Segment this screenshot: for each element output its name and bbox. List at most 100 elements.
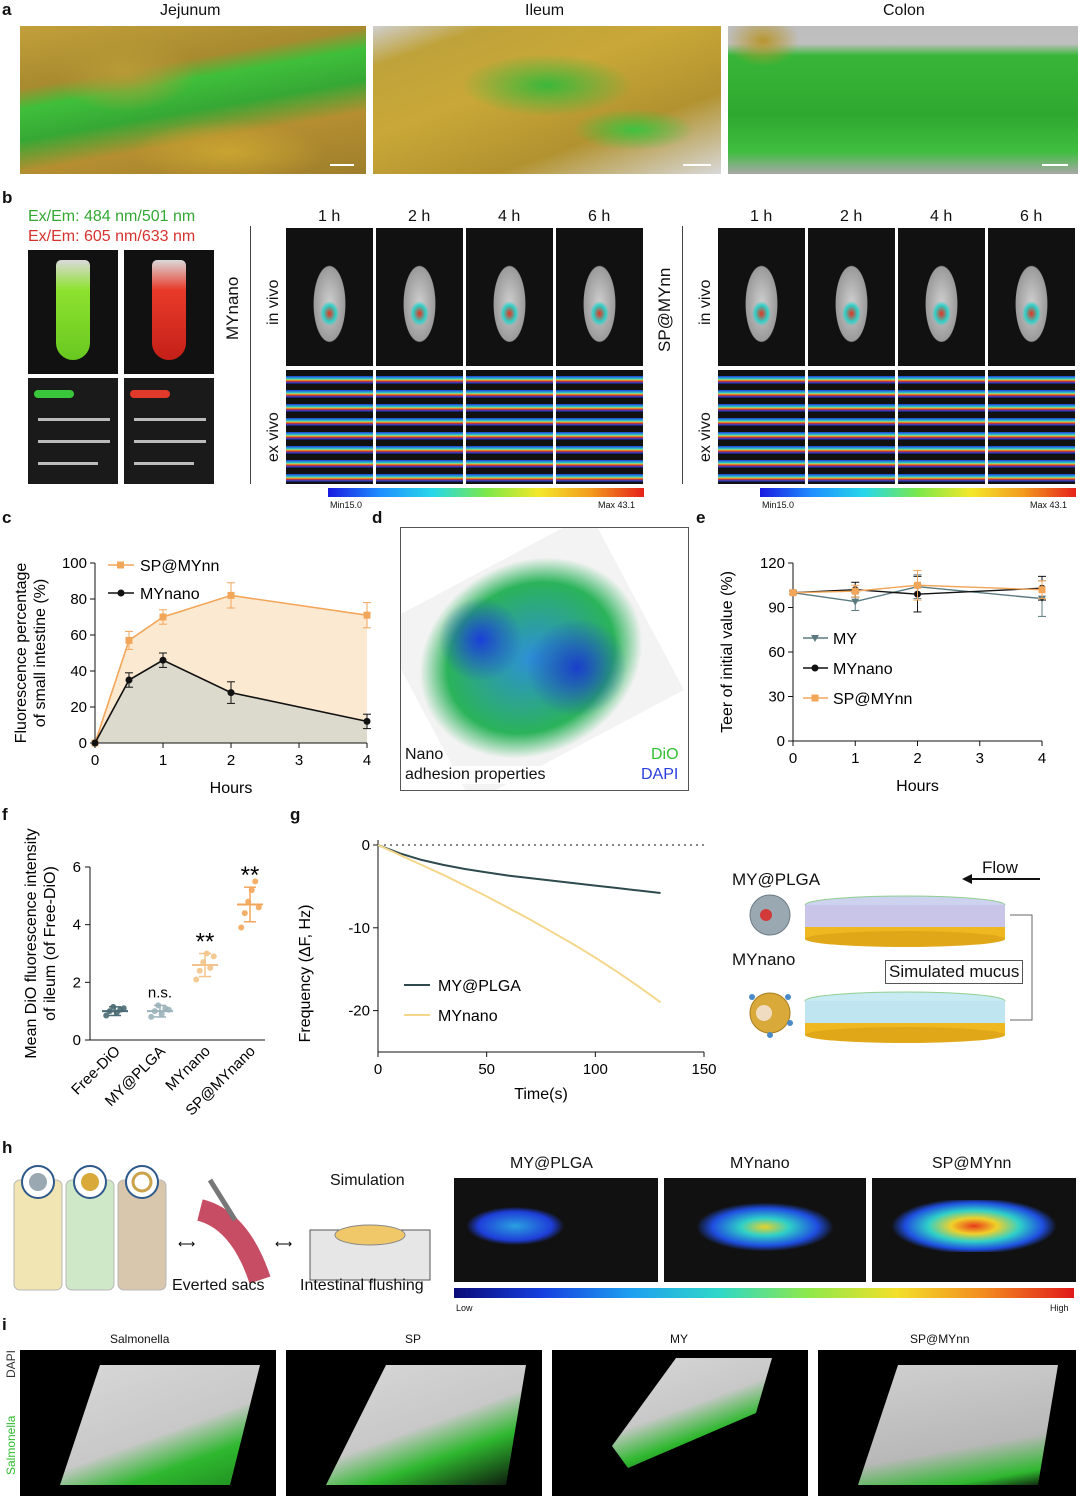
fluorescence-scale-bar <box>760 488 1076 497</box>
y-tick-label: -10 <box>348 920 370 937</box>
caption-adhesion: adhesion properties <box>405 766 546 784</box>
confocal-image-box: Nano adhesion properties DiO DAPI <box>400 527 689 791</box>
y-axis-label: Frequency (ΔF, Hz) <box>297 905 314 1043</box>
intensity-scale-bar <box>454 1288 1074 1298</box>
flush-image-mynano <box>664 1178 866 1282</box>
x-tick-label: 2 <box>227 752 235 769</box>
data-point <box>196 967 203 974</box>
y-axis-label: Teer of initial value (%) <box>719 571 736 733</box>
y-tick-label: 20 <box>70 699 87 716</box>
time-label: 6 h <box>1020 208 1043 225</box>
legend-label: MYnano <box>833 661 893 678</box>
significance-label: ** <box>196 929 215 956</box>
flow-arrow <box>962 874 1040 884</box>
in-vivo-mouse-image <box>718 228 805 366</box>
scale-min: Min15.0 <box>330 500 363 510</box>
i-group-my: MY <box>670 1332 688 1346</box>
legend-label: SP@MYnn <box>140 558 219 575</box>
row-label-ex-vivo-1: ex vivo <box>265 412 282 462</box>
data-point <box>789 589 797 597</box>
series-line-MY@PLGA <box>377 844 661 895</box>
legend-marker <box>811 664 819 672</box>
title-jejunum: Jejunum <box>160 2 221 19</box>
h-group-mynano: MYnano <box>730 1155 790 1172</box>
mucus-schematic <box>749 894 1033 1043</box>
scale-bar <box>1042 164 1068 166</box>
series-line-MYnano <box>792 587 1043 595</box>
in-vivo-mouse-image <box>376 228 463 366</box>
x-tick-label: 150 <box>691 1061 716 1078</box>
panel-label-g: g <box>290 805 301 824</box>
h-group-myplga: MY@PLGA <box>510 1155 593 1172</box>
y-tick-label: 0 <box>362 837 370 854</box>
x-tick-label: 3 <box>295 752 303 769</box>
x-axis-label: Hours <box>210 780 253 797</box>
i-ylabel-salmonella: Salmonella <box>4 1415 18 1475</box>
data-point <box>851 587 859 595</box>
fluorescence-scale-bar <box>328 488 644 497</box>
i-group-sp: SP <box>405 1332 422 1346</box>
step-intestinal-flushing: Intestinal flushing <box>300 1277 424 1294</box>
chart-f: 0 2 4 6 Mean DiO fluorescence intensity of il… <box>23 828 265 1119</box>
flush-image-spmynn <box>872 1178 1076 1282</box>
time-label: 1 h <box>750 208 773 225</box>
h-group-spmynn: SP@MYnn <box>932 1155 1012 1172</box>
flow-label: Flow <box>982 858 1018 877</box>
data-point <box>148 1013 155 1020</box>
x-tick-label: 2 <box>913 750 921 767</box>
scale-high: High <box>1050 1303 1069 1313</box>
y-tick-label: 80 <box>70 591 87 608</box>
ex-em-red: Ex/Em: 605 nm/633 nm <box>28 228 196 245</box>
x-axis-label: Time(s) <box>514 1086 568 1103</box>
3d-image-sp <box>286 1350 542 1496</box>
y-tick-label: 60 <box>768 644 785 661</box>
caption-nano: Nano <box>405 746 444 764</box>
ex-vivo-gut-image <box>286 370 373 484</box>
x-tick-label: 1 <box>159 752 167 769</box>
in-vivo-mouse-image <box>466 228 553 366</box>
legend-label: SP@MYnn <box>833 691 912 708</box>
time-label: 4 h <box>498 208 521 225</box>
y-tick-label: 90 <box>768 600 785 617</box>
chart-g: 0 50 100 150 0 -10 -20 Time(s) Frequency (ΔF, Hz… <box>297 837 717 1103</box>
in-vivo-mouse-image <box>988 228 1075 366</box>
data-point <box>103 1012 110 1019</box>
legend-label: MY@PLGA <box>438 978 521 995</box>
x-tick-label: 0 <box>789 750 797 767</box>
data-point <box>125 676 133 684</box>
x-tick-label: 4 <box>363 752 371 769</box>
ex-vivo-gut-image <box>718 370 805 484</box>
data-point <box>851 598 860 606</box>
bracket-line <box>250 226 251 484</box>
ex-vivo-gut-image <box>556 370 643 484</box>
series-line-MYnano <box>377 844 662 1004</box>
scale-bar <box>683 164 711 166</box>
gut-red-image <box>124 378 214 484</box>
panel-label-a: a <box>2 0 12 19</box>
y-tick-label: 4 <box>73 917 81 934</box>
x-tick-label: 100 <box>583 1061 608 1078</box>
x-tick-label: 0 <box>91 752 99 769</box>
y-tick-label: 120 <box>760 555 785 572</box>
y-tick-label: 6 <box>73 859 81 876</box>
y-tick-label: 100 <box>62 555 87 572</box>
in-vivo-mouse-image <box>898 228 985 366</box>
i-group-spmynn: SP@MYnn <box>910 1332 970 1346</box>
sem-image-jejunum <box>20 26 366 174</box>
y-axis-label: Mean DiO fluorescence intensity of ileum … <box>23 828 59 1058</box>
ex-vivo-gut-image <box>988 370 1075 484</box>
panel-label-h: h <box>2 1138 13 1157</box>
row-label-ex-vivo-2: ex vivo <box>697 412 714 462</box>
data-point <box>159 656 167 664</box>
scale-low: Low <box>456 1303 473 1313</box>
workflow-schematic: ⟷ ⟷ <box>13 1165 431 1291</box>
time-label: 4 h <box>930 208 953 225</box>
panel-label-b: b <box>2 188 13 207</box>
x-tick-label: 0 <box>374 1061 382 1078</box>
legend-marker <box>811 694 819 702</box>
time-label: 2 h <box>408 208 431 225</box>
scale-max: Max 43.1 <box>598 500 636 510</box>
flush-image-myplga <box>454 1178 658 1282</box>
x-tick-label: 1 <box>851 750 859 767</box>
data-point <box>255 904 262 911</box>
